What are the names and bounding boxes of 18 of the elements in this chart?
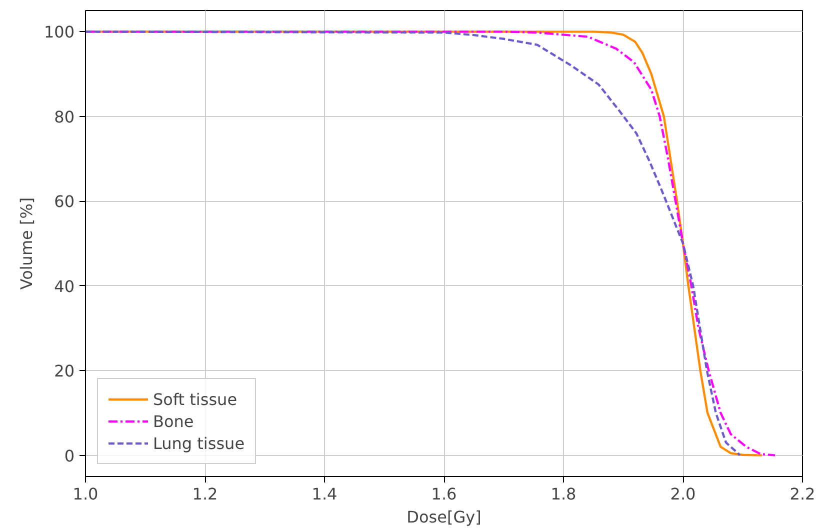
x-tick-label: 1.2	[192, 484, 218, 504]
y-tick-label: 100	[44, 22, 75, 42]
y-tick-label: 0	[64, 446, 75, 466]
x-tick-label: 1.4	[312, 484, 338, 504]
x-tick-label: 1.8	[550, 484, 576, 504]
x-tick-label: 2.2	[790, 484, 816, 504]
x-tick-label: 1.6	[431, 484, 457, 504]
y-tick-label: 40	[54, 276, 74, 296]
y-tick-label: 80	[54, 107, 74, 126]
y-tick-label: 60	[54, 192, 74, 212]
legend-label: Bone	[153, 412, 194, 430]
x-tick-label: 1.0	[72, 484, 98, 504]
x-axis-title: Dose[Gy]	[406, 508, 482, 526]
y-axis-title: Volume [%]	[16, 197, 36, 290]
legend-label: Lung tissue	[153, 434, 245, 452]
x-tick-label: 2.0	[670, 484, 696, 504]
legend-label: Soft tissue	[153, 390, 238, 408]
y-tick-label: 20	[54, 362, 74, 381]
